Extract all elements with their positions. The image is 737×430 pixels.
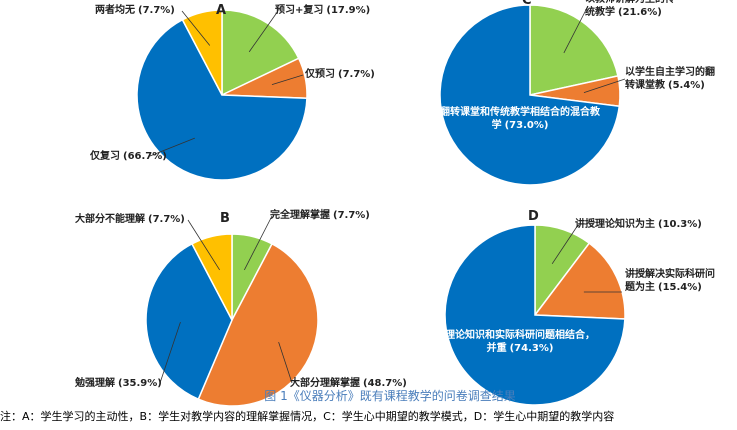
pie-slice: [221, 9, 300, 97]
slice-label: 仅预习 (7.7%): [305, 68, 375, 81]
slice-label: 讲授解决实际科研问题为主 (15.4%): [625, 268, 715, 294]
slice-name: 理论知识和实际科研问题相结合，并重: [445, 330, 595, 354]
caption: 图 1《仪器分析》既有课程教学的问卷调查结果: [264, 389, 516, 403]
panel-letter: D: [528, 209, 539, 224]
leader-line: [583, 78, 626, 94]
slice-label: 翻转课堂和传统教学相结合的混合教学 (73.0%): [440, 106, 600, 132]
panel-letter: B: [220, 211, 230, 226]
leader-line: [149, 137, 195, 157]
pie-slice: [439, 4, 621, 186]
slice-label: 预习+复习 (17.9%): [275, 4, 370, 17]
slice-value: (7.7%): [138, 5, 175, 16]
leader-line: [551, 224, 579, 265]
slice-value: (17.9%): [326, 5, 371, 16]
leader-line: [159, 321, 181, 384]
slice-value: (35.9%): [118, 378, 162, 389]
slice-value: (7.7%): [338, 69, 375, 80]
slice-name: 大部分理解掌握: [290, 378, 360, 389]
slice-name: 大部分不能理解: [75, 214, 145, 225]
slice-name: 以学生自主学习的翻转课堂教: [625, 67, 715, 91]
pie-slice: [533, 242, 626, 320]
pie-slice: [181, 9, 223, 96]
slice-label: 理论知识和实际科研问题相结合，并重 (74.3%): [445, 329, 595, 355]
panel-letter: A: [216, 3, 227, 18]
leader-line: [271, 74, 304, 86]
slice-value: (74.3%): [509, 343, 554, 354]
slice-value: (7.7%): [148, 214, 185, 225]
slice-label: 讲授理论知识为主 (10.3%): [575, 218, 702, 231]
leader-line: [244, 215, 273, 271]
slice-label: 大部分不能理解 (7.7%): [75, 213, 185, 226]
slice-label: 勉强理解 (35.9%): [75, 377, 162, 390]
slice-name: 讲授解决实际科研问题为主: [625, 269, 715, 293]
slice-label: 完全理解掌握 (7.7%): [270, 209, 370, 222]
slice-name: 预习+复习: [275, 5, 324, 16]
slice-label: 以学生自主学习的翻转课堂教 (5.4%): [625, 66, 715, 92]
leader-line: [187, 219, 220, 271]
slice-name: 讲授理论知识为主: [575, 219, 655, 230]
leader-line: [248, 10, 279, 53]
leader-line: [278, 341, 293, 384]
slice-name: 勉强理解: [75, 378, 115, 389]
note: 注：A：学生学习的主动性，B：学生对教学内容的理解掌握情况，C：学生心中期望的教…: [0, 410, 615, 423]
slice-value: (10.3%): [658, 219, 702, 230]
slice-value: (15.4%): [658, 282, 702, 293]
pie-slice: [197, 242, 319, 407]
leader-line: [181, 10, 211, 46]
slice-value: (73.0%): [504, 120, 549, 131]
slice-label: 以教师讲解为主的传统教学(21.6%): [585, 0, 675, 19]
leader-line: [563, 5, 589, 54]
slice-value: (21.6%): [618, 7, 662, 18]
slice-name: 以教师讲解为主的传统教学: [585, 0, 675, 18]
slice-value: (48.7%): [363, 378, 407, 389]
slice-label: 仅复习 (66.7%): [90, 150, 167, 163]
pie-slice: [529, 4, 619, 96]
slice-name: 仅复习: [90, 151, 120, 162]
slice-value: (7.7%): [333, 210, 370, 221]
slice-value: (66.7%): [123, 151, 167, 162]
slice-name: 仅预习: [305, 69, 335, 80]
slice-name: 两者均无: [95, 5, 135, 16]
panel-letter: C: [522, 0, 532, 8]
slice-name: 完全理解掌握: [270, 210, 330, 221]
slice-value: (5.4%): [668, 80, 705, 91]
pie-slice: [444, 224, 626, 406]
slice-label: 两者均无 (7.7%): [95, 4, 175, 17]
slice-label: 大部分理解掌握 (48.7%): [290, 377, 407, 390]
slice-name: 翻转课堂和传统教学相结合的混合教学: [440, 107, 600, 131]
pie-slice: [190, 233, 233, 321]
pie-slice: [136, 18, 308, 181]
